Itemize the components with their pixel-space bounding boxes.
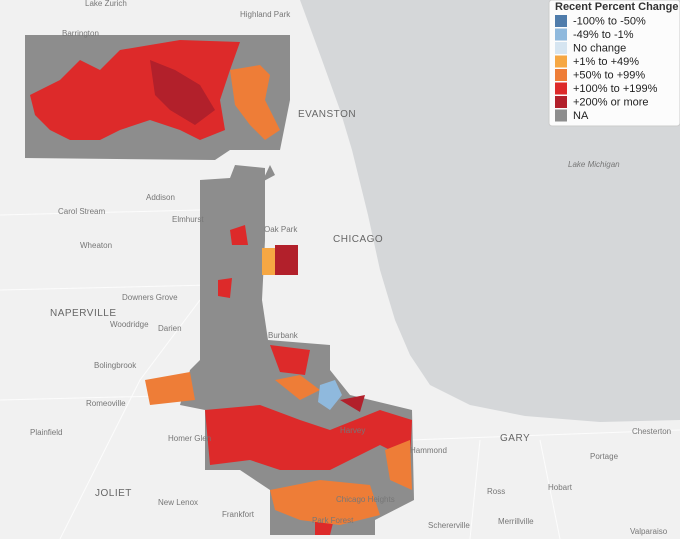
legend-swatch: [555, 109, 567, 122]
legend-label: +100% to +199%: [573, 83, 658, 95]
place-label: Addison: [146, 193, 175, 202]
place-label: Darien: [158, 324, 182, 333]
place-label: Oak Park: [264, 225, 298, 234]
place-label: Hammond: [410, 446, 447, 455]
place-labels: Lake Zurich Highland Park Barrington EVA…: [30, 0, 671, 536]
place-label: Wheaton: [80, 241, 112, 250]
place-label: Lake Michigan: [568, 160, 620, 169]
legend-swatch: [555, 55, 567, 68]
legend-swatch: [555, 28, 567, 41]
legend-label: -100% to -50%: [573, 15, 646, 27]
legend-label: -49% to -1%: [573, 29, 634, 41]
place-label: Elmhurst: [172, 215, 204, 224]
place-label: Chesterton: [632, 427, 671, 436]
place-label: Valparaiso: [630, 527, 668, 536]
blue-region: [318, 380, 342, 410]
place-label: Frankfort: [222, 510, 255, 519]
legend: Recent Percent Change -100% to -50% -49% …: [548, 0, 680, 127]
legend-swatch: [555, 15, 567, 27]
place-label: Woodridge: [110, 320, 149, 329]
place-label: Harvey: [340, 426, 365, 435]
legend-title: Recent Percent Change: [555, 1, 678, 13]
legend-swatch: [555, 69, 567, 81]
place-label: JOLIET: [95, 488, 132, 499]
place-label: Hobart: [548, 483, 573, 492]
place-label: Romeoville: [86, 399, 126, 408]
place-label: Homer Glen: [168, 434, 211, 443]
legend-label: No change: [573, 42, 626, 54]
place-label: Bolingbrook: [94, 361, 137, 370]
place-label: NAPERVILLE: [50, 308, 117, 319]
place-label: Burbank: [268, 331, 299, 340]
place-label: Barrington: [62, 29, 99, 38]
place-label: CHICAGO: [333, 234, 383, 245]
place-label: Carol Stream: [58, 207, 105, 216]
legend-label: +1% to +49%: [573, 56, 639, 68]
legend-swatch: [555, 96, 567, 108]
place-label: Chicago Heights: [336, 495, 395, 504]
place-label: Highland Park: [240, 10, 291, 19]
legend-label: +200% or more: [573, 96, 649, 108]
legend-swatch: [555, 82, 567, 95]
roads: [0, 209, 680, 539]
place-label: EVANSTON: [298, 109, 356, 120]
legend-swatch: [555, 42, 567, 54]
place-label: GARY: [500, 433, 530, 444]
legend-box: [548, 0, 680, 127]
red-regions: [30, 40, 412, 535]
legend-label: +50% to +99%: [573, 69, 645, 81]
place-label: Ross: [487, 487, 505, 496]
place-label: Downers Grove: [122, 293, 178, 302]
place-label: Schererville: [428, 521, 470, 530]
place-label: Merrillville: [498, 517, 534, 526]
place-label: New Lenox: [158, 498, 198, 507]
place-label: Portage: [590, 452, 619, 461]
legend-label: NA: [573, 110, 589, 122]
orange-regions: [145, 65, 412, 525]
place-label: Park Forest: [312, 516, 354, 525]
place-label: Lake Zurich: [85, 0, 127, 8]
place-label: Plainfield: [30, 428, 62, 437]
